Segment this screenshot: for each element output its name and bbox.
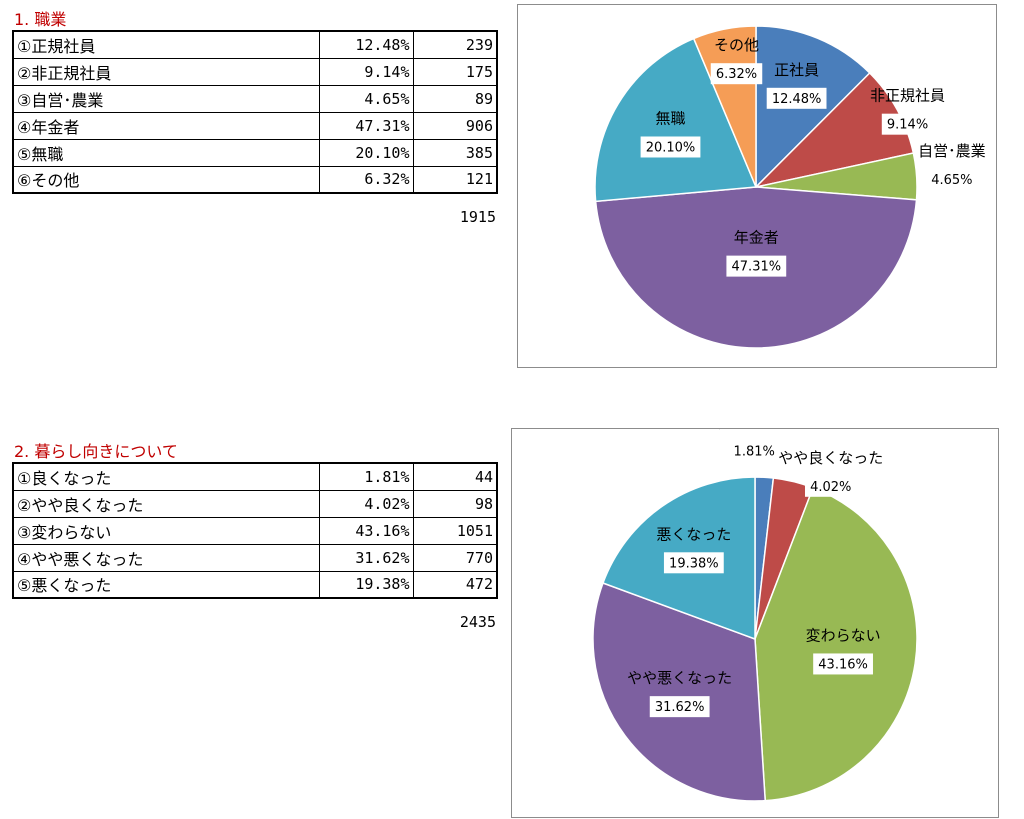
row-count: 121 [412, 165, 498, 194]
row-count: 906 [412, 111, 498, 140]
occupation-table: ①正規社員 12.48% 239 ②非正規社員 9.14% 175 ③自営･農業 4.65% 8… [12, 30, 498, 194]
row-label: ①良くなった [12, 462, 320, 491]
table-row: ②やや良くなった 4.02% 98 [12, 489, 498, 518]
slice-value-label: 9.14% [881, 113, 934, 135]
row-count: 385 [412, 138, 498, 167]
row-label: ①正規社員 [12, 30, 320, 59]
living-total: 2435 [459, 613, 496, 631]
slice-value-label: 47.31% [726, 255, 787, 277]
row-label: ⑤悪くなった [12, 570, 320, 599]
row-percent: 31.62% [318, 543, 414, 572]
row-percent: 4.65% [318, 84, 414, 113]
slice-category-label: 自営･農業 [918, 142, 986, 160]
table-row: ④年金者 47.31% 906 [12, 111, 498, 140]
table-row: ③自営･農業 4.65% 89 [12, 84, 498, 113]
row-percent: 19.38% [318, 570, 414, 599]
slice-value-label: 6.32% [710, 63, 763, 85]
table-row: ⑤無職 20.10% 385 [12, 138, 498, 167]
svg-text:31.62%: 31.62% [655, 700, 705, 715]
svg-text:12.48%: 12.48% [772, 92, 822, 107]
row-count: 44 [412, 462, 498, 491]
living-table: ①良くなった 1.81% 44 ②やや良くなった 4.02% 98 ③変わらない 43.16%… [12, 462, 498, 599]
row-label: ③自営･農業 [12, 84, 320, 113]
table-row: ①良くなった 1.81% 44 [12, 462, 498, 491]
table-row: ①正規社員 12.48% 239 [12, 30, 498, 59]
slice-value-label: 20.10% [640, 136, 701, 158]
slice-value-label: 4.65% [926, 169, 978, 191]
pie-labels: 良くなった 1.81%やや良くなった 4.02% 変わらない 43.16% やや悪くなった… [627, 429, 883, 718]
svg-text:6.32%: 6.32% [716, 67, 757, 82]
row-count: 89 [412, 84, 498, 113]
slice-category-label: その他 [714, 36, 759, 54]
slice-category-label: 年金者 [734, 229, 779, 247]
pie-slice [592, 582, 767, 802]
svg-text:19.38%: 19.38% [669, 556, 719, 571]
slice-value-label: 31.62% [649, 696, 710, 718]
row-label: ④年金者 [12, 111, 320, 140]
slice-category-label: やや良くなった [778, 449, 883, 467]
slice-category-label: 悪くなった [656, 525, 731, 543]
slice-category-label: 無職 [655, 109, 685, 127]
living-pie-chart: 良くなった 1.81%やや良くなった 4.02% 変わらない 43.16% やや悪くなった… [511, 428, 999, 818]
occupation-pie-svg: 正社員 12.48% 非正規社員 9.14% 自営･農業 4.65% 年金者 47.31% 無職… [594, 25, 986, 349]
table-row: ⑥その他 6.32% 121 [12, 165, 498, 194]
pie-labels: 正社員 12.48% 非正規社員 9.14% 自営･農業 4.65% 年金者 47.31% 無職… [640, 36, 986, 277]
svg-text:47.31%: 47.31% [732, 260, 782, 275]
pie-slice [754, 486, 918, 802]
slice-value-label: 12.48% [766, 87, 827, 109]
slice-category-label: 良くなった [717, 429, 792, 431]
svg-text:43.16%: 43.16% [818, 657, 868, 672]
table-row: ④やや悪くなった 31.62% 770 [12, 543, 498, 572]
row-percent: 6.32% [318, 165, 414, 194]
row-percent: 9.14% [318, 57, 414, 86]
living-pie-svg: 良くなった 1.81%やや良くなった 4.02% 変わらない 43.16% やや悪くなった… [592, 429, 918, 802]
slice-category-label: やや悪くなった [627, 669, 732, 687]
pie-slice [594, 37, 758, 203]
section-2-title: 2. 暮らし向きについて [14, 442, 178, 461]
slice-value-label: 1.81% [728, 440, 780, 462]
slice-value-label: 4.02% [804, 475, 857, 497]
row-count: 1051 [412, 516, 498, 545]
svg-text:20.10%: 20.10% [646, 140, 696, 155]
occupation-total: 1915 [459, 208, 496, 226]
row-percent: 20.10% [318, 138, 414, 167]
row-percent: 12.48% [318, 30, 414, 59]
row-count: 98 [412, 489, 498, 518]
occupation-pie-chart: 正社員 12.48% 非正規社員 9.14% 自営･農業 4.65% 年金者 47.31% 無職… [517, 4, 997, 368]
slice-value-label: 19.38% [663, 552, 724, 574]
row-label: ⑤無職 [12, 138, 320, 167]
row-label: ②非正規社員 [12, 57, 320, 86]
row-count: 175 [412, 57, 498, 86]
table-row: ③変わらない 43.16% 1051 [12, 516, 498, 545]
row-count: 770 [412, 543, 498, 572]
row-percent: 1.81% [318, 462, 414, 491]
row-label: ⑥その他 [12, 165, 320, 194]
table-row: ⑤悪くなった 19.38% 472 [12, 570, 498, 599]
table-row: ②非正規社員 9.14% 175 [12, 57, 498, 86]
section-1-title: 1. 職業 [14, 10, 67, 29]
row-percent: 43.16% [318, 516, 414, 545]
row-label: ③変わらない [12, 516, 320, 545]
slice-value-label: 43.16% [813, 653, 873, 675]
row-percent: 47.31% [318, 111, 414, 140]
slice-category-label: 非正規社員 [870, 87, 945, 105]
svg-text:4.65%: 4.65% [931, 173, 972, 188]
row-label: ④やや悪くなった [12, 543, 320, 572]
slice-category-label: 変わらない [806, 626, 881, 644]
svg-text:4.02%: 4.02% [810, 480, 851, 495]
svg-text:1.81%: 1.81% [734, 444, 775, 459]
svg-text:9.14%: 9.14% [887, 118, 928, 133]
row-count: 472 [412, 570, 498, 599]
row-percent: 4.02% [318, 489, 414, 518]
slice-category-label: 正社員 [774, 61, 819, 79]
pie-slice [753, 71, 915, 189]
row-count: 239 [412, 30, 498, 59]
row-label: ②やや良くなった [12, 489, 320, 518]
